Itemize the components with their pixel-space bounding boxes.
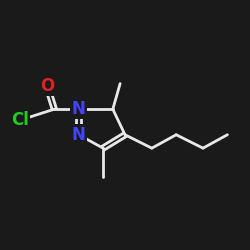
Text: O: O (40, 77, 54, 95)
Text: Cl: Cl (11, 111, 29, 129)
Text: N: N (72, 126, 86, 144)
Text: N: N (72, 100, 86, 118)
